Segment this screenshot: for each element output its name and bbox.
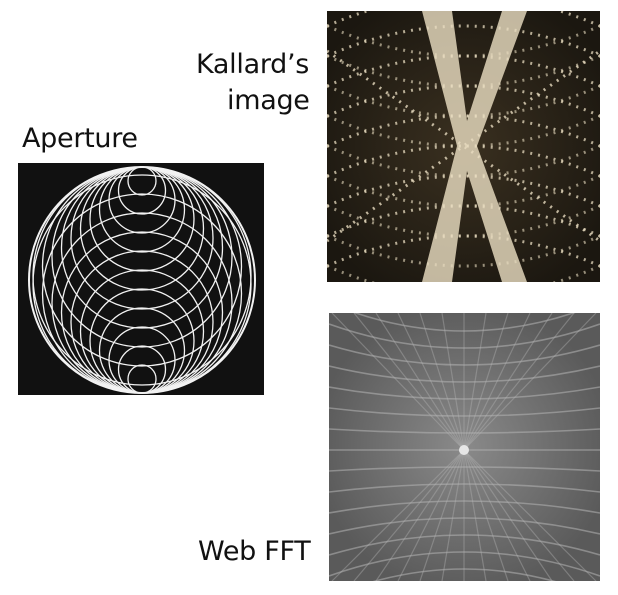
spectrum-spoke (463, 313, 531, 451)
spectrum-spoke (375, 313, 465, 451)
spectrum-band (329, 365, 600, 383)
spectrum-spoke (441, 313, 465, 451)
inner-circle (89, 166, 195, 272)
spectrum-spoke (353, 313, 465, 451)
spectrum-band (329, 517, 600, 535)
inner-circle (70, 166, 214, 310)
aperture-panel (18, 163, 264, 395)
fft-spectrum-icon (329, 313, 600, 581)
spectrum-band (372, 568, 556, 581)
inner-circle (32, 166, 252, 386)
kallard-panel (327, 11, 600, 282)
spectrum-band (353, 313, 576, 332)
concentric-circles-pattern-icon (28, 166, 256, 394)
spectrum-band (329, 407, 600, 417)
diffraction-photo-icon (327, 11, 600, 282)
inner-circle (117, 345, 167, 394)
kallard-label-line2: image (227, 85, 310, 116)
spectrum-spoke (463, 449, 553, 581)
spectrum-spoke (353, 449, 465, 581)
spectrum-spoke (331, 449, 465, 581)
spectrum-spoke (463, 313, 553, 451)
spectrum-spoke (397, 313, 465, 451)
inner-circle (89, 288, 195, 394)
inner-circle (117, 166, 167, 215)
kallard-label-line1: Kallard’s (196, 49, 310, 80)
web-fft-label: Web FFT (198, 536, 311, 567)
spectrum-band (329, 428, 600, 434)
spectrum-band (329, 483, 600, 493)
inner-circle (70, 250, 214, 394)
spectrum-spoke (441, 449, 465, 581)
spectrum-spoke (397, 449, 465, 581)
spectrum-spoke (375, 449, 465, 581)
spectrum-spoke (463, 449, 575, 581)
spectrum-band (329, 323, 600, 349)
spectrum-spoke (463, 449, 531, 581)
spectrum-spoke (463, 449, 597, 581)
center-spot (459, 445, 469, 455)
spectrum-spoke (419, 313, 465, 451)
bright-x-band (422, 11, 527, 282)
inner-circle (127, 364, 157, 394)
spectrum-band (329, 551, 600, 577)
spectrum-spoke (463, 313, 509, 451)
spectrum-band (329, 344, 600, 366)
spectrum-spoke (463, 449, 509, 581)
spectrum-spoke (463, 449, 487, 581)
spectrum-band (329, 466, 600, 472)
spectrum-spoke (331, 313, 465, 451)
spectrum-band (329, 386, 600, 400)
inner-circle (127, 166, 157, 196)
spectrum-spoke (419, 449, 465, 581)
aperture-label: Aperture (22, 123, 138, 154)
spectrum-spoke (463, 313, 597, 451)
spectrum-spoke (463, 313, 575, 451)
web-fft-panel (329, 313, 600, 581)
inner-circle (32, 174, 252, 394)
spectrum-spoke (463, 313, 487, 451)
spectrum-band (329, 500, 600, 514)
spectrum-band (329, 534, 600, 556)
